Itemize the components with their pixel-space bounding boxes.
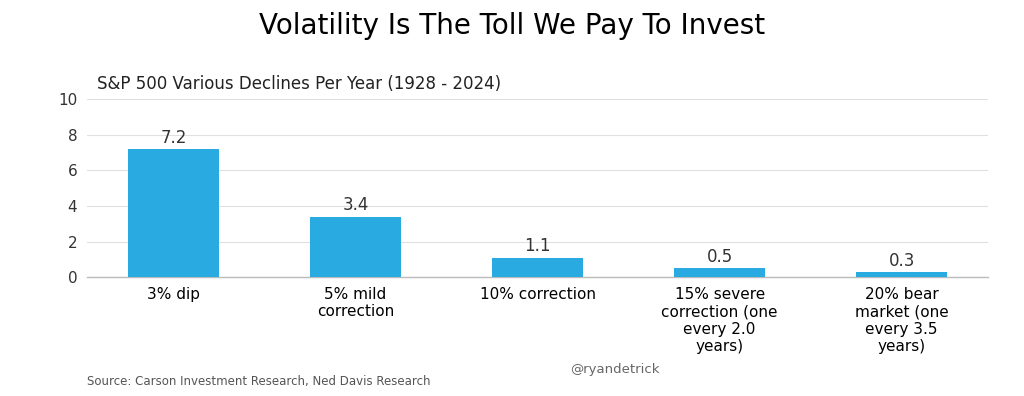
Text: 7.2: 7.2 [161, 129, 186, 147]
Text: 3.4: 3.4 [342, 196, 369, 215]
Text: Volatility Is The Toll We Pay To Invest: Volatility Is The Toll We Pay To Invest [259, 12, 765, 40]
Bar [493, 258, 583, 277]
Text: 0.3: 0.3 [889, 252, 914, 270]
Text: 1.1: 1.1 [524, 238, 551, 255]
Bar [128, 149, 219, 277]
Text: S&P 500 Various Declines Per Year (1928 - 2024): S&P 500 Various Declines Per Year (1928 … [97, 75, 502, 93]
Bar [674, 268, 765, 277]
Bar [310, 217, 401, 277]
Text: 0.5: 0.5 [707, 248, 733, 266]
Text: Source: Carson Investment Research, Ned Davis Research: Source: Carson Investment Research, Ned … [87, 375, 430, 388]
Text: @ryandetrick: @ryandetrick [569, 363, 659, 376]
Bar [856, 272, 947, 277]
